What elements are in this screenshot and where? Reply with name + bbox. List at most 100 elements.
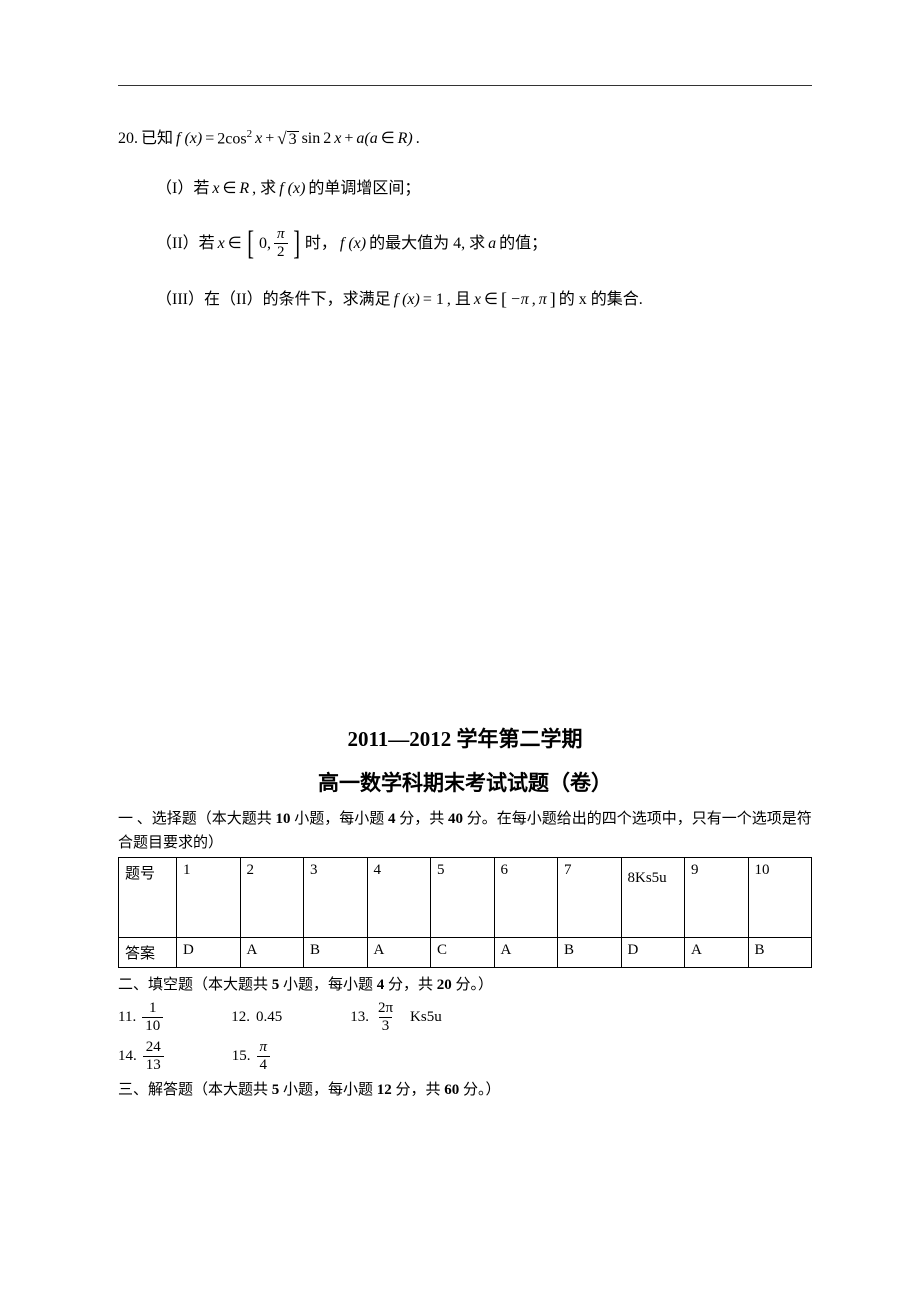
cos-text: 2cos <box>217 130 246 147</box>
row-a-label: 答案 <box>119 938 177 968</box>
num: π <box>257 1040 271 1056</box>
q-cell: 7 <box>558 858 622 938</box>
den: 3 <box>379 1017 393 1034</box>
plus1: + <box>265 127 274 151</box>
period: . <box>416 127 420 151</box>
comma3: , <box>532 288 536 312</box>
part3-x: x <box>474 288 481 312</box>
s2-m2: 分，共 <box>388 977 433 993</box>
fill-no: 14. <box>118 1045 137 1068</box>
s2-n1: 5 <box>272 977 280 993</box>
part2-in: ∈ <box>228 232 242 256</box>
ks5u: Ks5u <box>410 1006 442 1029</box>
sqrt-body: 3 <box>287 131 299 148</box>
pi-over-2: π 2 <box>274 227 288 260</box>
part3-in: ∈ <box>484 288 498 312</box>
fill-15: 15. π 4 <box>232 1040 270 1073</box>
radical-icon: √ <box>277 130 286 147</box>
in1: ∈ <box>381 127 395 151</box>
fill-14: 14. 24 13 <box>118 1040 164 1073</box>
s3-a: 三、解答题（本大题共 <box>118 1082 268 1098</box>
q-cell: 6 <box>494 858 558 938</box>
val-045: 0.45 <box>256 1006 282 1029</box>
eq-sign: = <box>205 127 214 151</box>
s2-m1: 小题，每小题 <box>283 977 373 993</box>
fill-no: 13. <box>350 1006 369 1029</box>
fill-row-1: 11. 1 10 12. 0.45 13. 2π 3 Ks5u <box>118 1001 812 1034</box>
s1-c: 小题，每小题 <box>294 811 384 827</box>
s3-m2: 分，共 <box>396 1082 441 1098</box>
s3-n3: 60 <box>444 1082 459 1098</box>
part1-R: R <box>239 177 249 201</box>
part3-eq1: = 1 <box>423 288 444 312</box>
sqrt3: √ 3 <box>277 130 298 148</box>
frac-1-10: 1 10 <box>142 1001 163 1034</box>
den: 4 <box>257 1056 271 1073</box>
a-cell: D <box>177 938 241 968</box>
s1-e: 分，共 <box>399 811 444 827</box>
fill-no: 12. <box>231 1006 250 1029</box>
document-page: 20. 已知 f (x) = 2cos2 x + √ 3 sin 2x + a(… <box>0 0 920 1101</box>
q-cell: 2 <box>240 858 304 938</box>
part1-x: x <box>212 177 219 201</box>
part3-label: （III）在（II）的条件下，求满足 <box>156 288 391 312</box>
s1-b: 10 <box>276 811 291 827</box>
part2-tail1: 的最大值为 4, 求 <box>369 232 485 256</box>
two: 2 <box>323 127 331 151</box>
frac-pi-4: π 4 <box>257 1040 271 1073</box>
frac-2pi-3: 2π 3 <box>375 1001 396 1034</box>
den: 13 <box>143 1056 164 1073</box>
pi-den: 2 <box>274 243 288 260</box>
sup2: 2 <box>247 128 253 140</box>
p20-main-line: 20. 已知 f (x) = 2cos2 x + √ 3 sin 2x + a(… <box>118 126 812 151</box>
part2-label: （II）若 <box>156 232 215 256</box>
part2-low: 0, <box>259 232 271 256</box>
section3-head: 三、解答题（本大题共 5 小题，每小题 12 分，共 60 分。） <box>118 1079 812 1102</box>
part2-fx: f (x) <box>340 232 366 256</box>
R1: R) <box>398 127 413 151</box>
a-cell: B <box>558 938 622 968</box>
part2-x: x <box>218 232 225 256</box>
lbracket-icon: [ <box>247 230 254 257</box>
s2-n2: 4 <box>377 977 385 993</box>
p20-part1: （I）若 x ∈ R , 求 f (x) 的单调增区间； <box>156 177 812 201</box>
q-cell: 4 <box>367 858 431 938</box>
a-cell: B <box>304 938 368 968</box>
den: 10 <box>142 1017 163 1034</box>
title-year: 2011—2012 <box>347 727 451 751</box>
fill-no: 15. <box>232 1045 251 1068</box>
part1-comma: , 求 <box>252 177 276 201</box>
q-cell: 10 <box>748 858 812 938</box>
part3-fx: f (x) <box>394 288 420 312</box>
title-sem: 学年第二学期 <box>457 727 583 751</box>
a-par: a(a <box>356 127 377 151</box>
q-cell: 9 <box>685 858 749 938</box>
top-rule <box>118 85 812 86</box>
fill-row-2: 14. 24 13 15. π 4 <box>118 1040 812 1073</box>
frac-24-13: 24 13 <box>143 1040 164 1073</box>
section1-head: 一 、选择题（本大题共 10 小题，每小题 4 分，共 40 分。在每小题给出的… <box>118 807 812 855</box>
a-cell: C <box>431 938 495 968</box>
s2-n3: 20 <box>437 977 452 993</box>
title-line2: 高一数学科期末考试试题（卷） <box>118 767 812 797</box>
part3-tail: 的 x 的集合. <box>559 288 643 312</box>
section2-head: 二、填空题（本大题共 5 小题，每小题 4 分，共 20 分。） <box>118 974 812 997</box>
s3-m1: 小题，每小题 <box>283 1082 373 1098</box>
p20-lead: 已知 <box>141 127 173 151</box>
table-row: 题号 1 2 3 4 5 6 7 8Ks5u 9 10 <box>119 858 812 938</box>
part2-a: a <box>488 232 496 256</box>
a-cell: A <box>367 938 431 968</box>
s1-a: 一 、选择题（本大题共 <box>118 811 272 827</box>
lbracket2-icon: [ <box>501 286 507 313</box>
a-cell: A <box>494 938 558 968</box>
a-cell: A <box>685 938 749 968</box>
part1-in: ∈ <box>222 177 236 201</box>
s1-d: 4 <box>388 811 396 827</box>
p20-part2: （II）若 x ∈ [ 0, π 2 ] 时， f (x) 的最大值为 4, 求… <box>156 227 812 260</box>
pi-num: π <box>274 227 288 243</box>
part1-fx: f (x) <box>279 177 305 201</box>
part3-mid: , 且 <box>447 288 471 312</box>
p20-part3: （III）在（II）的条件下，求满足 f (x) = 1 , 且 x ∈ [ −… <box>156 286 812 313</box>
problem-20: 20. 已知 f (x) = 2cos2 x + √ 3 sin 2x + a(… <box>118 126 812 313</box>
fill-no: 11. <box>118 1006 136 1029</box>
